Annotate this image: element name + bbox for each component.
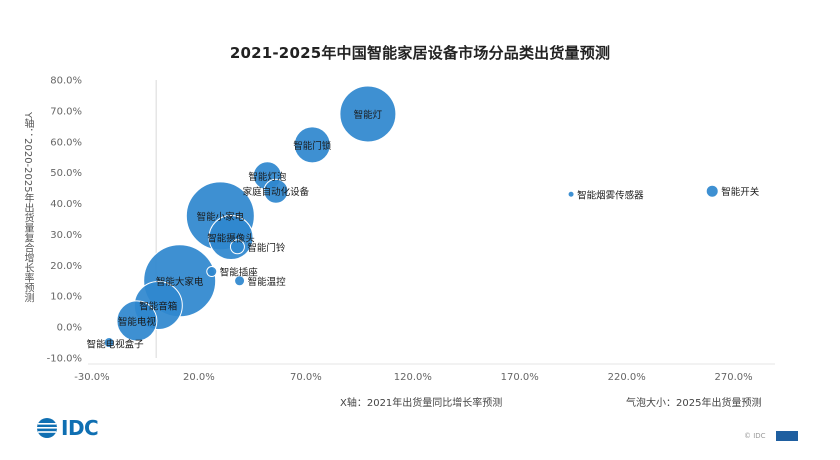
bubble-point xyxy=(206,266,218,278)
bubble-point xyxy=(103,337,115,349)
y-tick-label: 30.0% xyxy=(50,230,82,241)
bubble-data-label: 智能摄像头 xyxy=(207,233,255,245)
y-tick-label: 70.0% xyxy=(50,106,82,117)
bubble-data-label: 智能电视 xyxy=(118,316,157,328)
bubble-point xyxy=(116,300,158,342)
bubble-data-label: 智能灯泡 xyxy=(248,171,287,183)
globe-icon xyxy=(37,418,57,438)
x-tick-label: -30.0% xyxy=(74,372,109,383)
y-tick-label: 0.0% xyxy=(57,323,82,334)
idc-logo: IDC xyxy=(36,416,99,440)
logo-text: IDC xyxy=(61,416,99,440)
y-tick-label: 60.0% xyxy=(50,137,82,148)
bubble-data-label: 智能音箱 xyxy=(139,300,177,312)
x-tick-label: 20.0% xyxy=(183,372,215,383)
copyright: © IDC xyxy=(744,432,766,440)
bubble-point xyxy=(705,184,719,198)
corner-bar xyxy=(776,431,798,441)
bubble-data-label: 智能小家电 xyxy=(197,211,245,223)
x-tick-label: 70.0% xyxy=(290,372,322,383)
bubble-point xyxy=(229,239,245,255)
y-tick-label: 40.0% xyxy=(50,199,82,210)
bubble-data-label: 智能门铃 xyxy=(247,242,286,254)
y-axis-label: Y轴：2020-2025年出货量复合增长率预测 xyxy=(22,112,33,303)
bubble-data-label: 智能灯 xyxy=(354,109,383,121)
x-tick-label: 170.0% xyxy=(501,372,539,383)
y-tick-label: -10.0% xyxy=(47,354,82,365)
bubble-data-label: 智能烟雾传感器 xyxy=(577,189,644,201)
bubble-data-label: 家庭自动化设备 xyxy=(243,186,310,198)
bubble-data-label: 智能大家电 xyxy=(156,276,204,288)
bubble-point xyxy=(234,275,246,287)
y-tick-label: 80.0% xyxy=(50,76,82,87)
bubble-data-label: 智能开关 xyxy=(721,186,760,198)
chart-title: 2021-2025年中国智能家居设备市场分品类出货量预测 xyxy=(229,44,611,62)
bubble-point xyxy=(293,126,331,164)
x-tick-label: 120.0% xyxy=(394,372,432,383)
bubble-data-label: 智能插座 xyxy=(220,267,259,279)
x-tick-label: 220.0% xyxy=(608,372,646,383)
bubble-size-label: 气泡大小：2025年出货量预测 xyxy=(626,398,762,409)
x-axis-label: X轴：2021年出货量同比增长率预测 xyxy=(340,398,503,409)
bubble-point xyxy=(567,190,575,198)
y-tick-label: 10.0% xyxy=(50,292,82,303)
y-tick-label: 50.0% xyxy=(50,168,82,179)
bubble-data-label: 智能电视盒子 xyxy=(87,339,145,351)
bubble-point xyxy=(339,85,397,143)
y-tick-label: 20.0% xyxy=(50,261,82,272)
x-tick-label: 270.0% xyxy=(715,372,753,383)
bubble-point xyxy=(263,178,289,204)
bubble-data-label: 智能温控 xyxy=(248,276,287,288)
bubble-data-label: 智能门锁 xyxy=(293,140,332,152)
